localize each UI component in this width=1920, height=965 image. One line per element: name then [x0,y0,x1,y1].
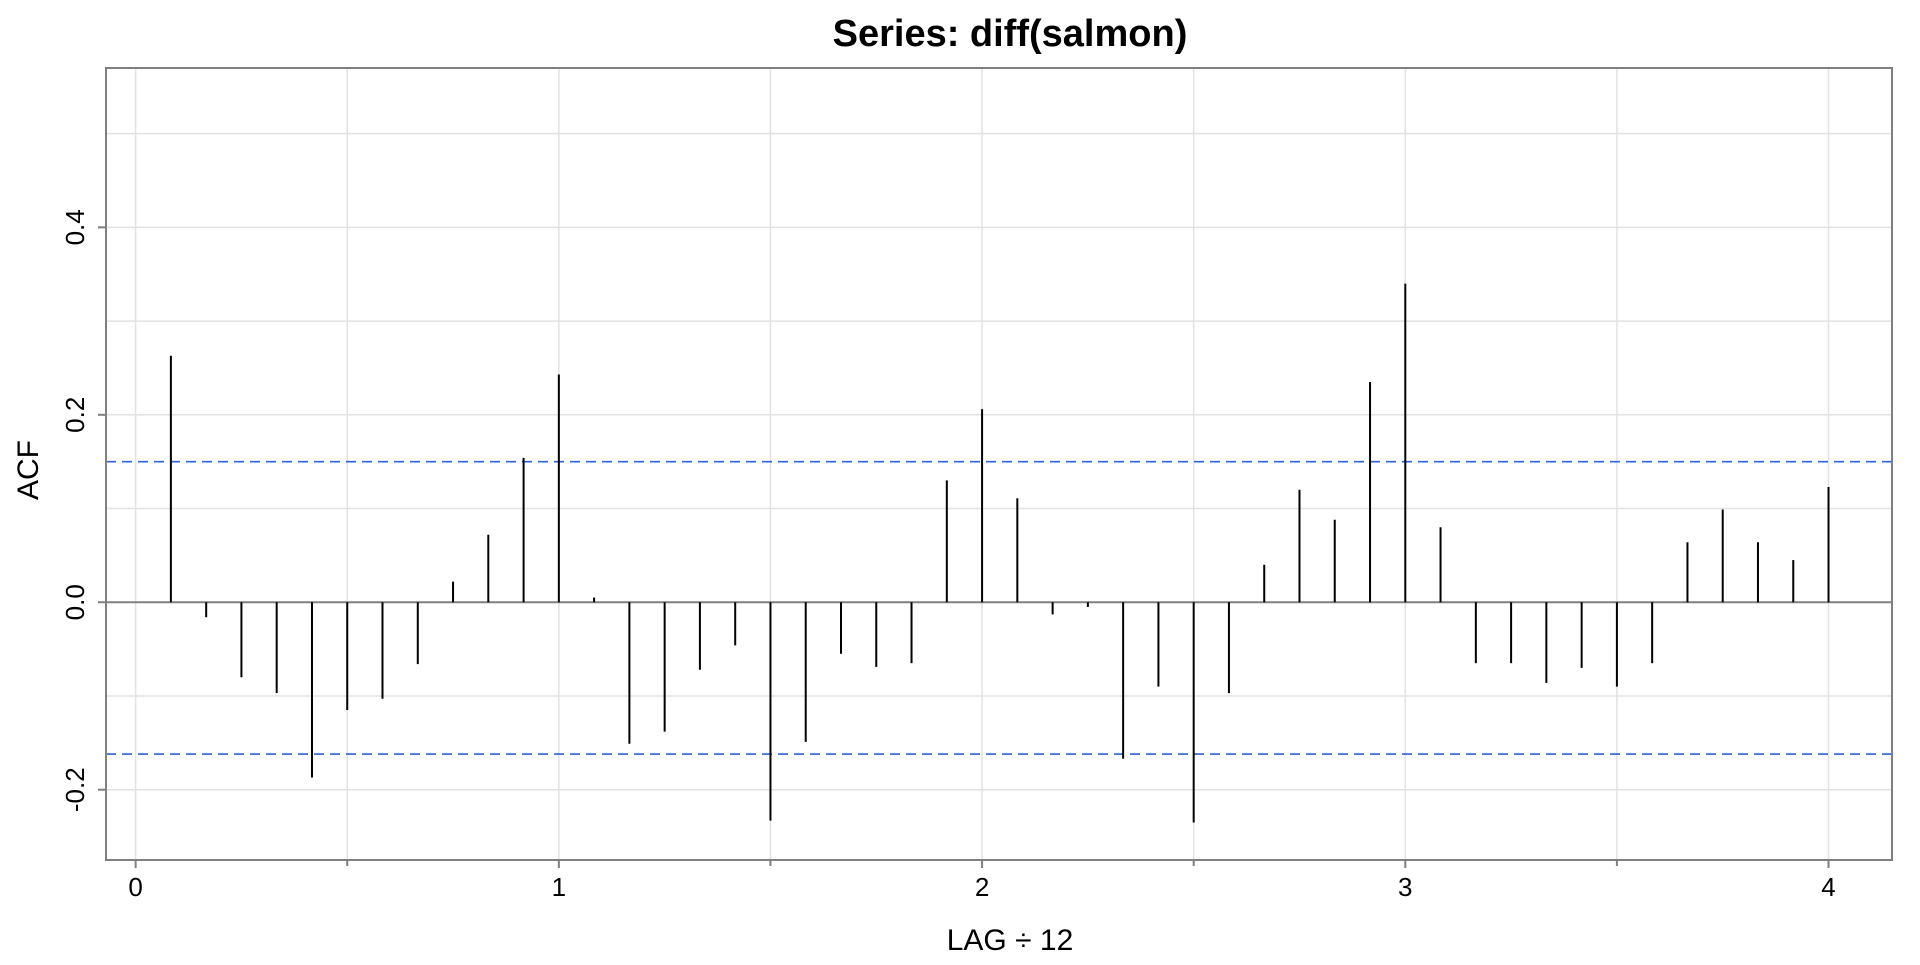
chart-title: Series: diff(salmon) [833,13,1188,55]
y-tick-label: 0.2 [60,397,90,433]
y-axis-ticks: -0.2 0.0 0.2 0.4 [60,209,106,812]
confidence-bounds [106,460,1892,755]
x-tick-label: 0 [128,872,142,902]
x-tick-label: 3 [1398,872,1412,902]
y-axis-label: ACF [12,440,45,500]
x-axis-label: LAG ÷ 12 [947,924,1074,957]
x-tick-label: 2 [975,872,989,902]
x-tick-label: 4 [1821,872,1835,902]
x-axis-ticks: 0 1 2 3 4 [128,860,1836,902]
y-tick-label: 0.0 [60,584,90,620]
plot-border [105,67,1893,861]
y-tick-label: -0.2 [60,767,90,812]
grid-lines [106,68,1892,860]
x-tick-label: 1 [552,872,566,902]
plot-frame [105,67,1893,861]
acf-bars [169,283,1830,823]
y-tick-label: 0.4 [60,209,90,245]
